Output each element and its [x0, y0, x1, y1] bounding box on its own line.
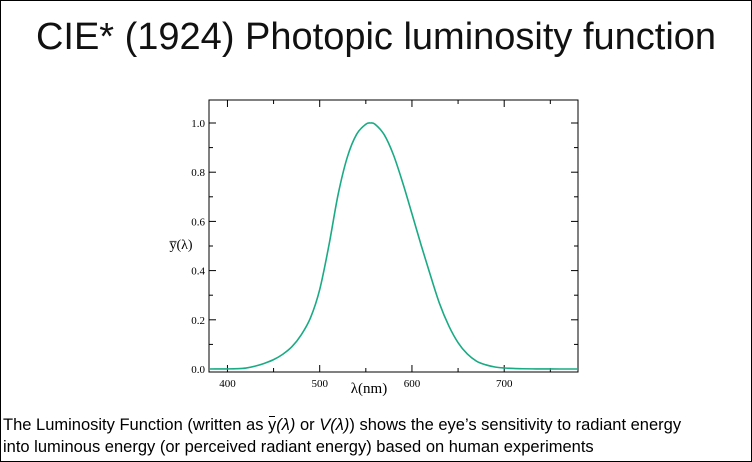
luminosity-curve [208, 122, 579, 370]
y-tick-label: 0.6 [191, 216, 205, 228]
caption-text-start: The Luminosity Function (written as [3, 416, 269, 434]
slide-title: CIE* (1924) Photopic luminosity function [35, 16, 717, 58]
x-tick-label: 700 [496, 378, 513, 390]
caption-text-end: ) shows the eye’s sensitivity to radiant… [349, 416, 682, 434]
caption-or: or [295, 416, 320, 434]
y-tick-label: 0.8 [191, 167, 205, 179]
plot-frame [208, 99, 579, 373]
v-symbol: V [319, 416, 331, 434]
y-tick-label: 1.0 [191, 118, 205, 130]
x-axis-label: λ(nm) [351, 381, 387, 397]
v-argument: (λ) [330, 416, 350, 434]
y-axis-label: y̅(λ) [169, 238, 193, 253]
x-tick-label: 600 [404, 378, 421, 390]
ybar-argument: (λ) [276, 416, 296, 434]
plot-area: 0.0 0.2 0.4 0.6 0.8 1.0 400 500 600 700 y̅(λ) λ(n… [169, 99, 579, 397]
caption-line-2: into luminous energy (or perceived radia… [3, 438, 594, 456]
y-tick-label: 0.0 [191, 364, 205, 376]
caption-line-1: The Luminosity Function (written as y(λ)… [3, 414, 749, 436]
ybar-symbol: y [268, 416, 277, 434]
y-tick-label: 0.4 [191, 266, 205, 278]
y-tick-label: 0.2 [191, 315, 205, 327]
axis-ticks: 0.0 0.2 0.4 0.6 0.8 1.0 400 500 600 700 [191, 100, 578, 390]
x-tick-label: 500 [311, 378, 328, 390]
x-tick-label: 400 [219, 378, 236, 390]
luminosity-chart: 0.0 0.2 0.4 0.6 0.8 1.0 400 500 600 700 y̅(λ) λ(n… [169, 99, 579, 397]
caption: The Luminosity Function (written as y(λ)… [3, 414, 749, 458]
